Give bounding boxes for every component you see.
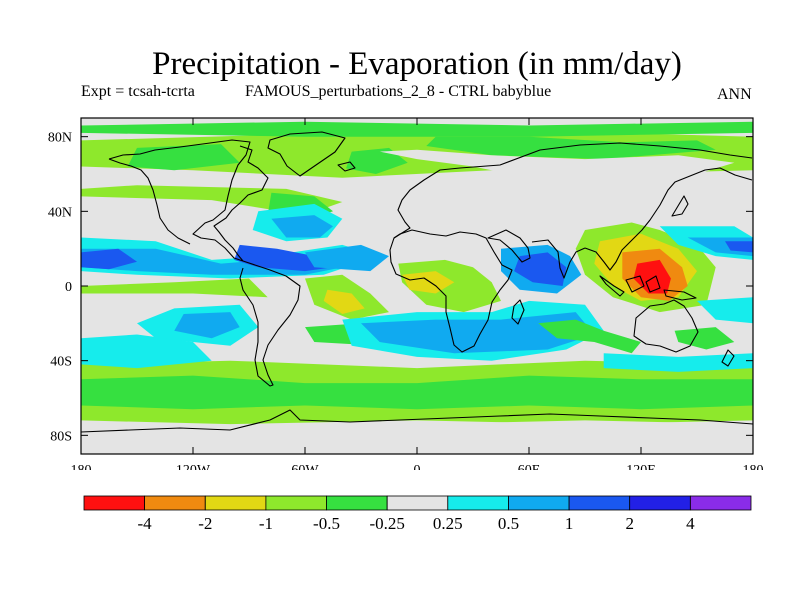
colorbar-label: 1: [565, 514, 574, 533]
colorbar-box: [265, 495, 327, 511]
run-label: FAMOUS_perturbations_2_8 - CTRL babyblue: [245, 83, 552, 100]
coast-new-guinea: [663, 289, 697, 301]
field-region-18: [402, 271, 455, 294]
coast-greenland: [267, 131, 346, 177]
field-region-16: [323, 289, 365, 314]
colorbar-box: [83, 495, 145, 511]
world-map: 180 120W 60W 0 60E 120E 180 80N 40N 0 40S 80S: [48, 117, 764, 470]
field-region-2: [127, 144, 240, 171]
y-tick-label: 80S: [50, 429, 72, 444]
field-region-41: [81, 420, 753, 454]
coastlines: [81, 131, 753, 433]
coast-sumatra-borneo: [599, 275, 661, 297]
y-tick-label: 40S: [50, 355, 72, 370]
y-tick-label: 80N: [48, 131, 72, 146]
y-axis: 80N 40N 0 40S 80S: [48, 131, 753, 444]
x-tick-label: 0: [414, 463, 421, 470]
colorbar-label: 4: [686, 514, 695, 533]
coast-new-zealand: [721, 349, 735, 367]
coast-north-america-west: [108, 158, 191, 245]
colorbar-label: -0.5: [313, 514, 340, 533]
field-region-5: [379, 149, 735, 182]
field-region-14: [81, 278, 268, 298]
x-tick-label: 180: [71, 463, 92, 470]
field-region-13: [234, 244, 333, 272]
field-region-32: [633, 259, 671, 294]
coast-india: [531, 239, 586, 279]
field-region-40: [603, 353, 753, 372]
field-region-38: [81, 375, 753, 410]
season-label: ANN: [717, 86, 752, 103]
field-region-26: [514, 252, 567, 286]
colorbar-label: -2: [198, 514, 212, 533]
coast-madagascar: [511, 299, 525, 325]
field-region-23: [361, 312, 595, 354]
colorbar-label: -0.25: [369, 514, 404, 533]
colorbar-label: 0.5: [498, 514, 519, 533]
coast-australia: [633, 299, 699, 353]
colorbar-box: [447, 495, 509, 511]
precip-evap-field: [81, 121, 753, 454]
colorbar-box: [326, 495, 388, 511]
coast-arabia: [487, 229, 531, 263]
colorbar-box: [386, 495, 449, 511]
colorbar-labels: -4 -2 -1 -0.5 -0.25 0.25 0.5 1 2 4: [138, 514, 696, 533]
x-tick-label: 120E: [626, 463, 656, 470]
coast-north-america: [108, 139, 269, 262]
field-region-12: [81, 248, 137, 270]
coast-africa: [389, 229, 513, 353]
colorbar-label: -1: [259, 514, 273, 533]
colorbar-box: [568, 495, 631, 511]
coast-europe: [393, 142, 753, 239]
coast-east-asia: [584, 167, 753, 271]
field-region-35: [725, 241, 753, 253]
x-tick-label: 60E: [518, 463, 541, 470]
colorbar-box: [204, 495, 267, 511]
coast-south-america: [239, 260, 301, 387]
field-region-28: [674, 327, 735, 350]
x-tick-label: 180: [743, 463, 764, 470]
colorbar-box: [629, 495, 691, 511]
field-region-27: [538, 319, 641, 354]
colorbar-box: [690, 495, 752, 511]
experiment-label: Expt = tcsah-tcrta: [81, 83, 195, 100]
colorbar-boxes: [83, 495, 752, 511]
coast-antarctica: [81, 409, 753, 433]
colorbar-label: -4: [138, 514, 153, 533]
colorbar-label: 2: [625, 514, 634, 533]
colorbar-box: [508, 495, 570, 511]
field-region-9: [271, 215, 333, 238]
x-axis: 180 120W 60W 0 60E 120E 180: [71, 118, 764, 470]
field-region-1: [81, 121, 753, 137]
field-region-4: [426, 136, 716, 160]
y-tick-label: 0: [65, 280, 72, 295]
coast-iceland: [337, 161, 356, 172]
x-tick-label: 120W: [176, 463, 211, 470]
colorbar-box: [144, 495, 206, 511]
field-region-36: [697, 297, 753, 324]
colorbar-label: 0.25: [433, 514, 463, 533]
field-region-21: [174, 312, 240, 339]
plot-title: Precipitation - Evaporation (in mm/day): [152, 46, 682, 82]
field-region-24: [305, 244, 389, 272]
field-region-39: [81, 334, 212, 369]
y-tick-label: 40N: [48, 205, 72, 220]
x-tick-label: 60W: [291, 463, 319, 470]
coast-japan: [671, 195, 689, 217]
field-region-3: [346, 147, 408, 174]
